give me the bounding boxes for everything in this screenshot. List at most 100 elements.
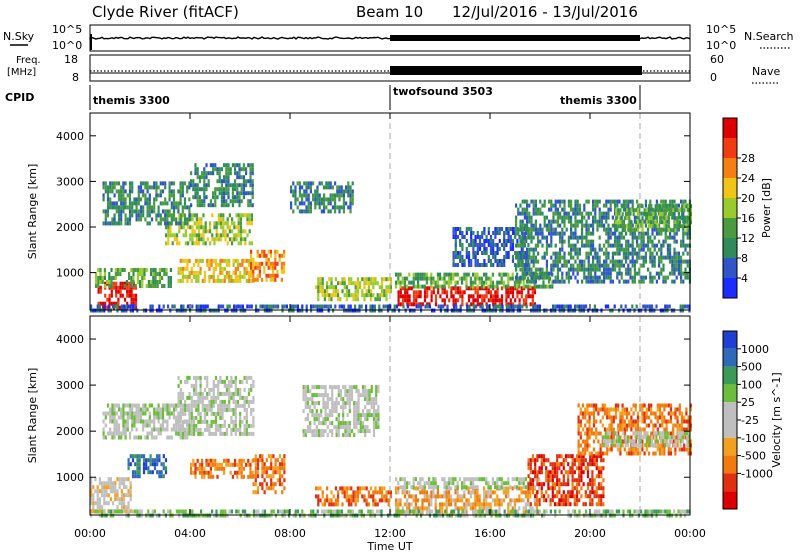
data-cell (236, 258, 240, 263)
data-cell (315, 417, 318, 422)
data-cell (335, 385, 338, 390)
data-cell (605, 199, 608, 204)
data-cell (212, 419, 215, 424)
data-cell (188, 431, 191, 436)
data-cell (423, 498, 426, 503)
data-cell (228, 270, 231, 275)
data-cell (516, 304, 519, 309)
data-cell (331, 401, 334, 406)
data-cell (605, 259, 608, 264)
data-cell (244, 237, 247, 242)
data-cell (219, 278, 222, 283)
data-cell (530, 219, 533, 224)
data-cell (574, 211, 577, 216)
data-cell (647, 267, 650, 272)
data-cell (217, 407, 220, 412)
data-cell (628, 220, 631, 225)
data-cell (242, 167, 245, 172)
data-cell (232, 379, 235, 384)
data-cell (509, 286, 512, 291)
data-cell (526, 211, 529, 216)
data-cell (158, 272, 161, 276)
data-cell (239, 262, 242, 267)
data-cell (120, 493, 123, 498)
data-cell (234, 407, 237, 412)
data-cell (543, 219, 546, 224)
data-cell (572, 223, 575, 228)
data-cell (445, 272, 448, 277)
data-cell (201, 399, 204, 404)
data-cell (345, 289, 348, 294)
data-cell (316, 185, 319, 190)
data-cell (415, 304, 418, 309)
data-cell (377, 425, 380, 430)
y-tick-label: 3000 (56, 175, 84, 188)
data-cell (250, 278, 253, 283)
data-cell (123, 297, 127, 302)
data-cell (410, 302, 413, 307)
data-cell (500, 276, 503, 281)
data-cell (184, 403, 187, 408)
data-cell (209, 470, 212, 475)
data-cell (412, 284, 415, 289)
data-cell (117, 181, 121, 186)
data-cell (219, 423, 222, 428)
data-cell (494, 243, 497, 247)
data-cell (199, 379, 202, 384)
data-cell (350, 281, 353, 286)
data-cell (526, 227, 529, 232)
data-cell (637, 220, 640, 225)
data-cell (196, 458, 199, 463)
data-cell (155, 181, 158, 186)
data-cell (526, 259, 529, 264)
data-cell (572, 243, 575, 248)
data-cell (511, 231, 515, 235)
data-cell (507, 290, 510, 295)
data-cell (230, 427, 233, 432)
data-cell (249, 163, 252, 168)
data-cell (344, 405, 347, 410)
data-cell (345, 490, 348, 495)
data-cell (322, 433, 325, 438)
data-cell (521, 235, 524, 240)
data-cell (675, 231, 678, 236)
data-cell (507, 302, 510, 307)
data-cell (152, 272, 155, 276)
data-cell (117, 268, 120, 272)
data-cell (198, 229, 201, 234)
data-cell (421, 276, 424, 281)
nsearch-label: N.Search (744, 30, 794, 43)
data-cell (517, 211, 520, 216)
data-cell (194, 462, 197, 467)
data-cell (470, 259, 473, 263)
data-cell (397, 272, 400, 277)
data-cell (337, 413, 340, 418)
data-cell (397, 302, 400, 307)
data-cell (208, 262, 211, 267)
data-cell (201, 458, 204, 463)
data-cell (660, 259, 663, 264)
data-cell (193, 213, 196, 218)
data-cell (198, 462, 201, 467)
data-cell (210, 395, 213, 400)
data-cell (139, 185, 143, 190)
data-cell (280, 265, 283, 270)
data-cell (351, 193, 354, 198)
data-cell (545, 235, 548, 240)
data-cell (561, 279, 564, 284)
data-cell (281, 458, 284, 463)
data-cell (578, 235, 581, 240)
data-cell (179, 415, 182, 420)
data-cell (239, 419, 242, 424)
data-cell (311, 393, 314, 398)
data-cell (502, 284, 505, 289)
data-cell (92, 497, 95, 502)
data-cell (664, 304, 667, 309)
data-cell (249, 470, 252, 475)
data-cell (581, 223, 584, 228)
data-cell (589, 223, 592, 228)
data-cell (483, 294, 486, 299)
data-cell (651, 275, 654, 280)
data-cell (361, 413, 365, 418)
data-cell (354, 281, 357, 286)
